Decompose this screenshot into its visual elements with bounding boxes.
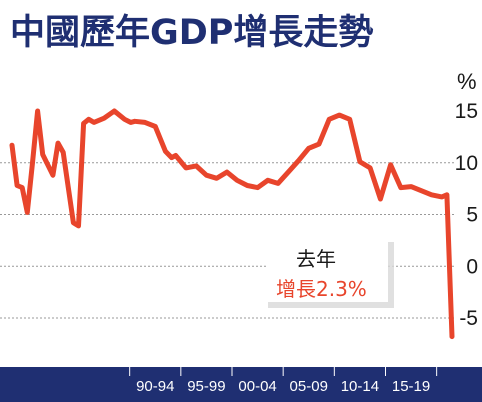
y-tick-label: 0 (466, 255, 478, 278)
chart-title: 中國歷年GDP增長走勢 (10, 13, 373, 53)
x-category-label: 95-99 (187, 378, 225, 395)
y-axis-unit: % (457, 69, 477, 94)
x-category-label: 90-94 (136, 378, 174, 395)
x-category-label: 10-14 (341, 378, 379, 395)
x-category-label: 05-09 (290, 378, 328, 395)
x-axis-band (0, 367, 482, 402)
x-axis-categories: 90-94 95-99 00-04 05-09 10-14 15-19 (129, 367, 438, 395)
y-axis-ticks: 15 10 5 0 -5 (455, 100, 478, 330)
annotation-line1: 去年 (296, 247, 336, 271)
y-tick-label: -5 (459, 307, 478, 330)
y-tick-label: 5 (466, 204, 478, 227)
gdp-series-line (9, 108, 455, 340)
annotation-callout: 去年 增長2.3% (266, 240, 394, 308)
annotation-line2: 增長2.3% (276, 277, 367, 301)
x-category-label: 15-19 (392, 378, 430, 395)
y-tick-label: 15 (455, 100, 478, 123)
x-category-label: 00-04 (238, 378, 276, 395)
y-tick-label: 10 (455, 152, 478, 175)
